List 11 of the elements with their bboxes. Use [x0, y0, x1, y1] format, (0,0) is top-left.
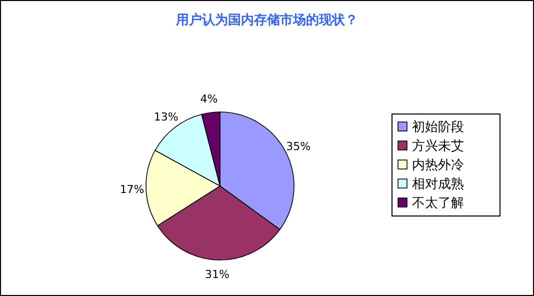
legend-label: 相对成熟	[412, 177, 464, 192]
chart-title: 用户认为国内存储市场的现状？	[175, 12, 358, 28]
data-label: 17%	[120, 182, 144, 196]
legend-label: 不太了解	[412, 196, 464, 211]
data-label: 31%	[205, 268, 230, 281]
data-label: 35%	[286, 140, 311, 154]
legend-label: 内热外冷	[412, 158, 464, 173]
legend-label: 初始阶段	[412, 120, 464, 135]
data-label: 13%	[154, 110, 178, 124]
data-label: 4%	[200, 92, 218, 106]
legend-label: 方兴未艾	[412, 138, 464, 154]
